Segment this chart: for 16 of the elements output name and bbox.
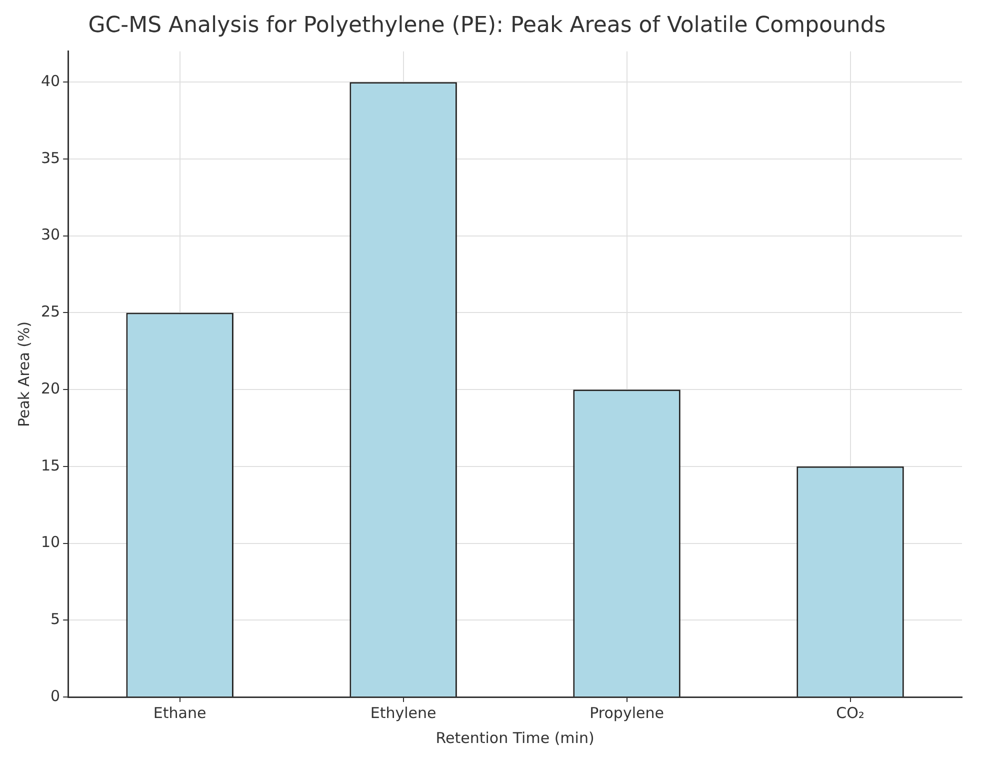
y-tick-label: 40 <box>40 72 60 90</box>
y-tick-label: 10 <box>40 533 60 552</box>
y-tick-label: 35 <box>40 148 60 167</box>
y-tick-label: 30 <box>40 226 60 244</box>
x-tick-label: CO₂ <box>836 704 864 722</box>
y-tick-label: 20 <box>40 379 60 398</box>
y-tick-label: 0 <box>50 686 60 705</box>
chart-title: GC-MS Analysis for Polyethylene (PE): Peak Areas of Volatile Compounds <box>88 12 886 38</box>
y-tick-label: 15 <box>40 456 60 474</box>
y-tick-label: 25 <box>40 302 60 321</box>
x-tick-label: Ethane <box>153 704 206 722</box>
x-tick-label: Propylene <box>590 704 664 722</box>
x-tick-label: Ethylene <box>370 704 436 722</box>
y-axis-title: Peak Area (%) <box>14 321 33 428</box>
y-tick-label: 5 <box>50 610 60 628</box>
x-axis-title: Retention Time (min) <box>436 728 594 747</box>
